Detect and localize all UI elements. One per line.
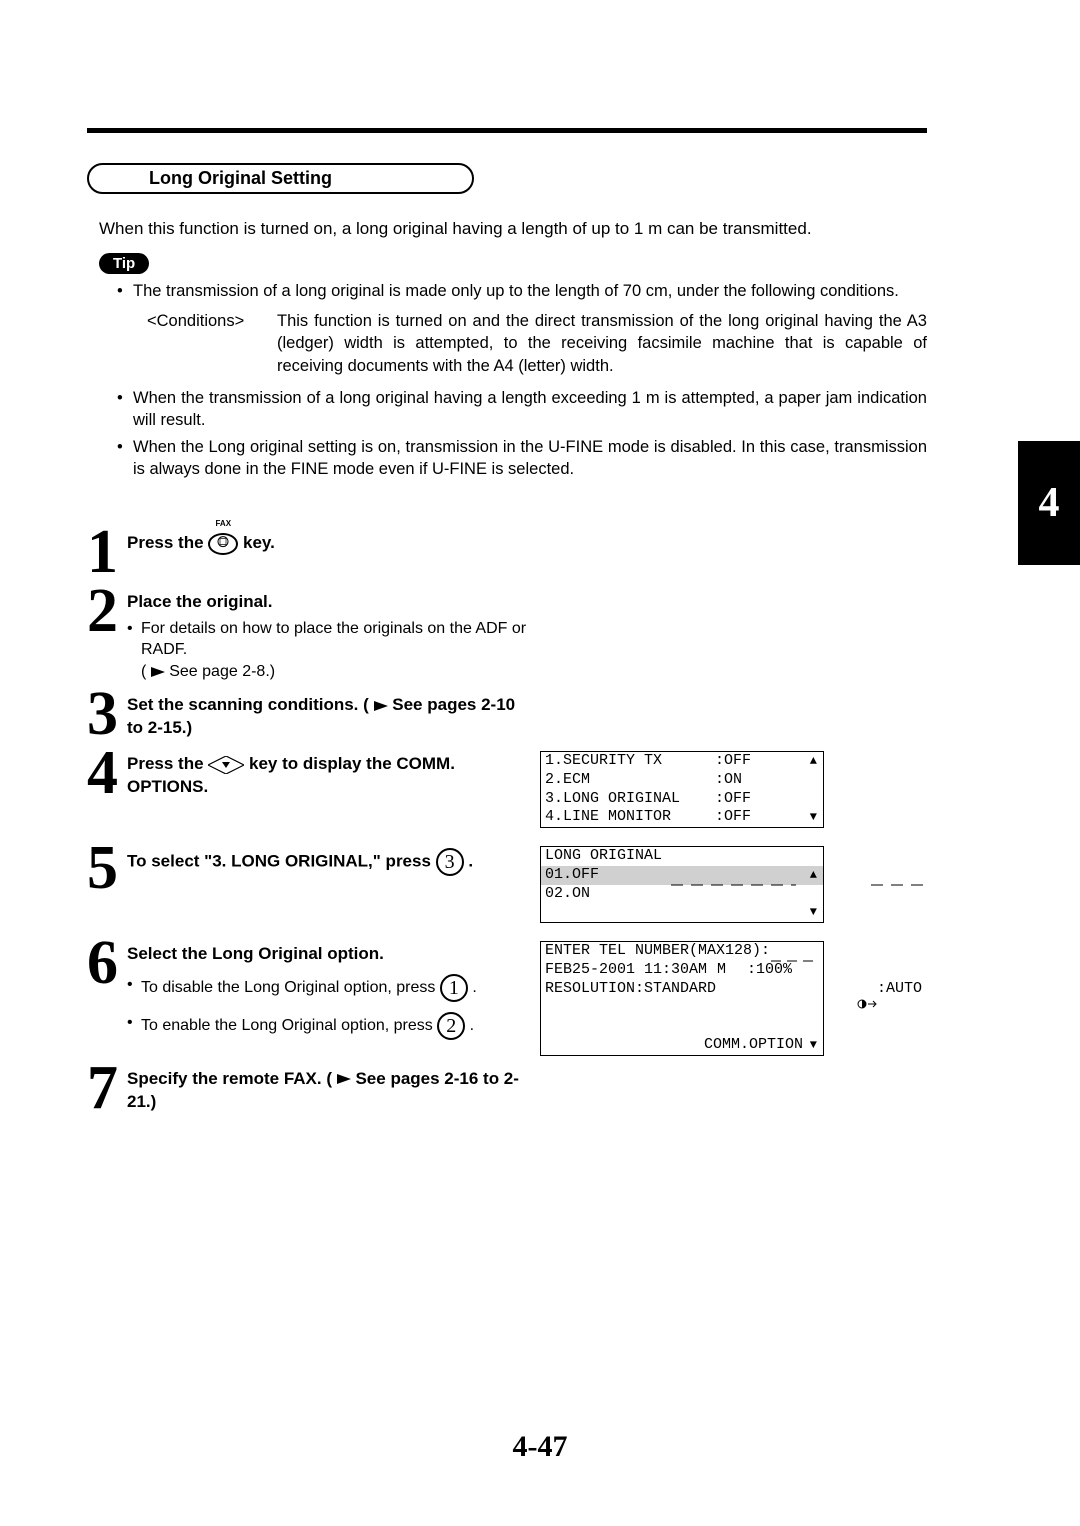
step-number: 1 — [87, 526, 127, 579]
lcd-panel: LONG ORIGINAL ▲ 01.OFF 02.ON ▼ — [540, 846, 824, 923]
lcd-cell: 3.LONG ORIGINAL — [545, 790, 715, 809]
fax-key-icon — [208, 533, 238, 555]
lcd-cell: RESOLUTION:STANDARD — [545, 980, 731, 1036]
lcd-cell: COMM.OPTION — [704, 1036, 803, 1055]
lcd-cell: :OFF — [715, 790, 819, 809]
keypad-2-icon: 2 — [437, 1012, 465, 1040]
contrast-icon — [731, 980, 877, 1036]
fax-label: FAX — [208, 519, 238, 530]
lcd-cell: 1.SECURITY TX — [545, 752, 715, 771]
keypad-3-icon: 3 — [436, 848, 464, 876]
tip-bullet: The transmission of a long original is m… — [117, 280, 927, 302]
step-subtext: To enable the Long Original option, pres… — [141, 1017, 437, 1034]
step-title: Select the Long Original option. — [127, 943, 532, 966]
scroll-down-icon: ▼ — [810, 810, 817, 825]
step-title: Place the original. — [127, 591, 532, 614]
scroll-down-icon: ▼ — [810, 1038, 817, 1053]
scroll-up-icon: ▲ — [810, 868, 817, 883]
page-number: 4-47 — [0, 1430, 1080, 1464]
lcd-cell: :OFF — [715, 752, 819, 771]
step-number: 3 — [87, 688, 127, 741]
step-text: . — [468, 852, 473, 871]
step-number: 7 — [87, 1062, 127, 1115]
chapter-tab: 4 — [1018, 441, 1080, 565]
step-text: Press the — [127, 754, 208, 773]
step-number: 5 — [87, 842, 127, 895]
section-title-pill: Long Original Setting — [87, 163, 474, 194]
step-text: key. — [243, 533, 275, 552]
lcd-cell: :ON — [715, 771, 819, 790]
step-text: Specify the remote FAX. ( — [127, 1069, 337, 1088]
lcd-cell: 2.ECM — [545, 771, 715, 790]
down-key-icon — [208, 756, 244, 774]
arrow-right-icon — [337, 1074, 351, 1084]
conditions-text: This function is turned on and the direc… — [277, 310, 927, 377]
step-number: 2 — [87, 585, 127, 638]
step-subtext: . — [472, 979, 476, 996]
dash-underline — [545, 849, 819, 911]
dash-underline — [545, 944, 819, 969]
arrow-right-icon — [151, 667, 165, 677]
lcd-panel: ENTER TEL NUMBER(MAX128): FEB25-2001 11:… — [540, 941, 824, 1056]
scroll-up-icon: ▲ — [810, 754, 817, 769]
step-subtext: For details on how to place the original… — [141, 620, 526, 659]
lcd-cell: 4.LINE MONITOR — [545, 808, 715, 827]
top-rule — [87, 128, 927, 133]
conditions-label: <Conditions> — [147, 310, 277, 377]
arrow-right-icon — [374, 701, 388, 711]
lcd-cell: :OFF — [715, 808, 819, 827]
step-subtext: To disable the Long Original option, pre… — [141, 979, 440, 996]
step-subtext: . — [470, 1017, 474, 1034]
step-number: 4 — [87, 747, 127, 800]
step-text: Set the scanning conditions. ( — [127, 695, 374, 714]
lcd-panel: ▲ 1.SECURITY TX:OFF 2.ECM:ON 3.LONG ORIG… — [540, 751, 824, 828]
lcd-cell: :AUTO — [877, 980, 922, 1036]
step-text: To select "3. LONG ORIGINAL," press — [127, 852, 436, 871]
keypad-1-icon: 1 — [440, 974, 468, 1002]
intro-text: When this function is turned on, a long … — [99, 218, 927, 241]
step-number: 6 — [87, 937, 127, 990]
scroll-down-icon: ▼ — [810, 905, 817, 920]
tip-bullet: When the transmission of a long original… — [117, 387, 927, 432]
tip-bullet: When the Long original setting is on, tr… — [117, 436, 927, 481]
step-see: See page 2-8.) — [169, 663, 275, 680]
tip-pill: Tip — [99, 253, 149, 274]
step-text: Press the — [127, 533, 208, 552]
